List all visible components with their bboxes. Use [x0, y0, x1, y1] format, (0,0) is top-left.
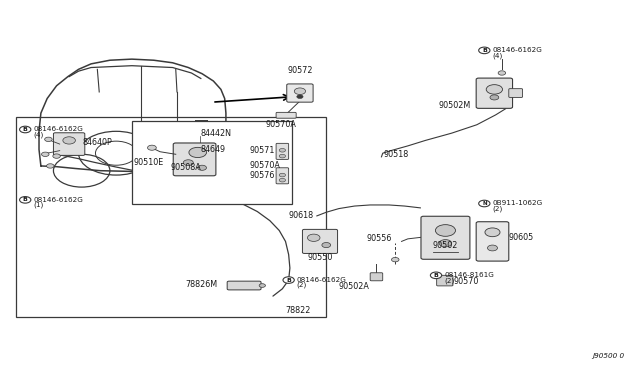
FancyBboxPatch shape — [54, 133, 85, 155]
FancyBboxPatch shape — [227, 281, 261, 290]
Bar — [132, 121, 292, 204]
Circle shape — [199, 133, 205, 137]
Text: J90500 0: J90500 0 — [592, 353, 624, 359]
FancyBboxPatch shape — [476, 222, 509, 261]
FancyBboxPatch shape — [421, 216, 470, 259]
Circle shape — [283, 277, 294, 283]
Circle shape — [439, 240, 452, 247]
Text: 84442N: 84442N — [201, 129, 232, 138]
Text: 08146-6162G: 08146-6162G — [493, 47, 542, 54]
Circle shape — [486, 85, 502, 94]
Text: 90518: 90518 — [384, 150, 409, 159]
Text: 08146-6162G: 08146-6162G — [33, 126, 83, 132]
Text: 84640P: 84640P — [83, 138, 113, 147]
Circle shape — [322, 243, 331, 248]
Text: B: B — [433, 273, 438, 278]
FancyBboxPatch shape — [276, 112, 296, 118]
Text: 90550: 90550 — [307, 253, 333, 262]
Text: B: B — [23, 127, 28, 132]
FancyBboxPatch shape — [276, 143, 289, 159]
Text: 90502M: 90502M — [438, 101, 470, 110]
FancyBboxPatch shape — [173, 143, 216, 176]
Circle shape — [490, 95, 499, 100]
Text: 90576: 90576 — [250, 171, 275, 180]
Circle shape — [279, 154, 285, 158]
Text: 90570A: 90570A — [266, 121, 296, 129]
Circle shape — [63, 137, 76, 144]
Circle shape — [42, 152, 49, 157]
Text: 78822: 78822 — [285, 306, 311, 315]
Circle shape — [279, 178, 285, 182]
Text: 84649: 84649 — [201, 145, 226, 154]
Circle shape — [53, 154, 60, 158]
Text: 0B911-1062G: 0B911-1062G — [493, 201, 543, 206]
FancyBboxPatch shape — [287, 84, 313, 102]
Text: B: B — [23, 198, 28, 202]
Text: 90502A: 90502A — [338, 282, 369, 291]
Text: 90570A: 90570A — [250, 161, 280, 170]
Text: 90618: 90618 — [289, 211, 314, 219]
Text: 90508A: 90508A — [171, 163, 202, 171]
Circle shape — [183, 160, 193, 166]
Text: N: N — [482, 201, 486, 206]
Circle shape — [392, 257, 399, 262]
FancyBboxPatch shape — [476, 78, 513, 108]
FancyBboxPatch shape — [436, 275, 453, 286]
Text: 90570: 90570 — [454, 277, 479, 286]
Bar — [16, 117, 326, 317]
Text: (2): (2) — [297, 282, 307, 288]
Text: 90572: 90572 — [287, 66, 313, 75]
Text: 90502: 90502 — [433, 241, 458, 250]
Text: 78826M: 78826M — [185, 280, 217, 289]
Text: B: B — [286, 278, 291, 283]
FancyBboxPatch shape — [276, 168, 289, 184]
Circle shape — [307, 234, 320, 241]
Circle shape — [20, 126, 31, 133]
Circle shape — [297, 95, 303, 99]
Circle shape — [430, 272, 442, 279]
Text: (1): (1) — [33, 202, 44, 208]
Circle shape — [485, 228, 500, 237]
Text: (4): (4) — [33, 131, 44, 138]
Text: (4): (4) — [493, 52, 503, 59]
FancyBboxPatch shape — [303, 230, 337, 253]
Text: B: B — [482, 48, 487, 53]
Circle shape — [47, 164, 54, 168]
Circle shape — [479, 200, 490, 207]
Circle shape — [45, 137, 52, 141]
Circle shape — [148, 145, 156, 150]
Circle shape — [20, 196, 31, 203]
FancyBboxPatch shape — [509, 89, 523, 97]
Text: 90556: 90556 — [367, 234, 392, 243]
Circle shape — [279, 173, 285, 177]
Circle shape — [479, 47, 490, 54]
Circle shape — [294, 88, 305, 94]
Text: 08146-6162G: 08146-6162G — [297, 277, 347, 283]
Text: (2): (2) — [444, 277, 454, 284]
Circle shape — [259, 284, 266, 287]
Text: 90605: 90605 — [508, 232, 533, 241]
Text: 90510E: 90510E — [133, 158, 163, 167]
Circle shape — [435, 225, 456, 236]
Circle shape — [189, 147, 207, 158]
Circle shape — [488, 245, 497, 251]
Text: 90571: 90571 — [250, 146, 275, 155]
Text: 08146-8161G: 08146-8161G — [444, 272, 494, 278]
FancyBboxPatch shape — [370, 273, 383, 281]
Circle shape — [279, 148, 285, 152]
Circle shape — [198, 165, 207, 170]
Circle shape — [498, 71, 506, 75]
Text: 08146-6162G: 08146-6162G — [33, 197, 83, 203]
Text: (2): (2) — [493, 205, 503, 212]
